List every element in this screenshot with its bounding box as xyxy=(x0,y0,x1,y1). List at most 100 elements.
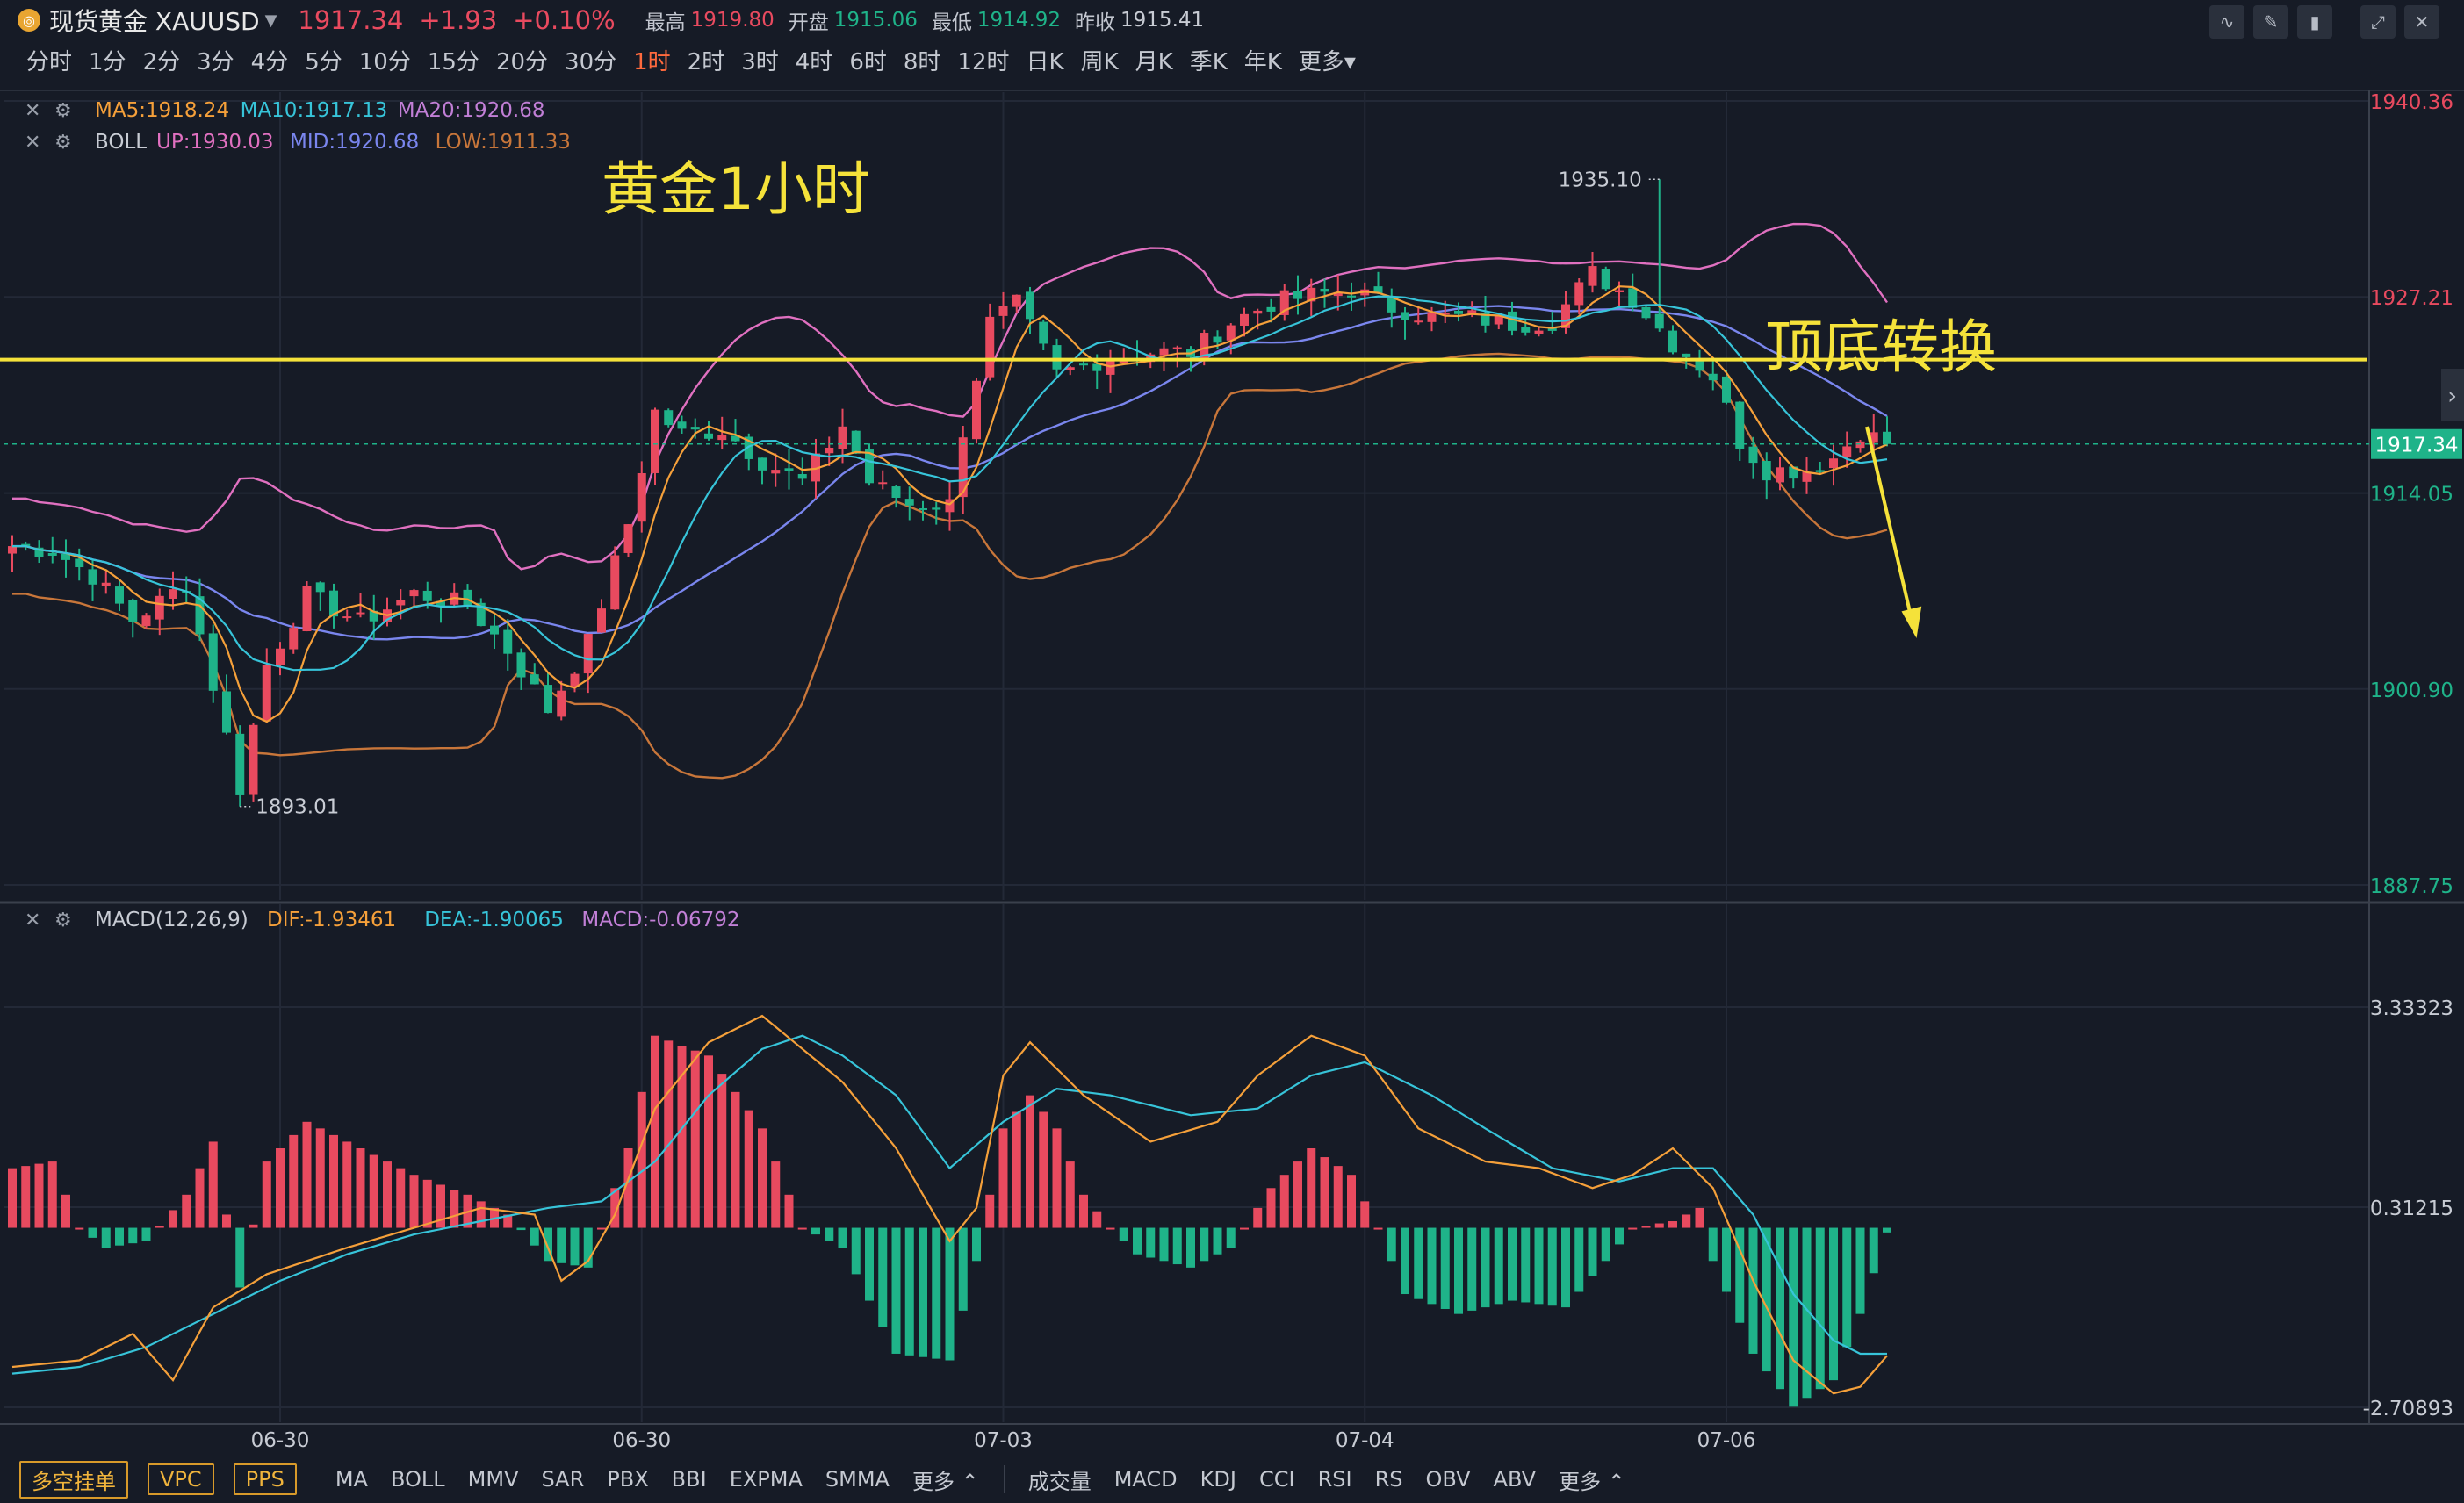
timeframe-tab[interactable]: 20分 xyxy=(495,49,549,76)
close-icon[interactable]: ✕ xyxy=(2404,5,2439,39)
footer-button[interactable]: 多空挂单 xyxy=(19,1460,128,1499)
macd-bar xyxy=(784,1194,794,1228)
timeframe-tab[interactable]: 12时 xyxy=(957,49,1010,76)
macd-bar xyxy=(75,1227,84,1230)
timeframe-tab[interactable]: 6时 xyxy=(849,49,887,76)
timeframe-tab[interactable]: 30分 xyxy=(565,49,617,76)
candle-body xyxy=(1079,363,1088,366)
sub-indicator-tab[interactable]: 更多 ⌃ xyxy=(1559,1469,1625,1494)
timeframe-tab[interactable]: 年K xyxy=(1243,49,1282,76)
timeframe-tab[interactable]: 10分 xyxy=(358,49,411,76)
sub-indicator-tab[interactable]: RSI xyxy=(1317,1467,1352,1492)
stat-value: 1915.06 xyxy=(833,9,918,32)
macd-tick-label: 3.33323 xyxy=(2370,997,2453,1020)
expand-icon[interactable]: ⤢ xyxy=(2360,5,2396,39)
timeframe-tab[interactable]: 更多▾ xyxy=(1298,49,1356,76)
symbol-name[interactable]: 现货黄金 XAUUSD xyxy=(49,7,260,36)
candle-body xyxy=(904,499,914,506)
timeframe-tab[interactable]: 季K xyxy=(1189,49,1228,76)
main-indicator-tab[interactable]: BBI xyxy=(671,1467,707,1492)
timeframe-tab[interactable]: 15分 xyxy=(427,49,479,76)
main-indicator-tab[interactable]: SAR xyxy=(541,1467,585,1492)
line-chart-icon[interactable]: ∿ xyxy=(2209,5,2244,39)
sub-indicator-tab[interactable]: 成交量 xyxy=(1027,1469,1092,1494)
timeframe-tab[interactable]: 3分 xyxy=(197,49,234,76)
sub-indicator-tab[interactable]: KDJ xyxy=(1200,1467,1236,1492)
timeframe-tab[interactable]: 2时 xyxy=(687,49,725,76)
candle-body xyxy=(1628,288,1638,308)
main-indicator-tab[interactable]: 更多 ⌃ xyxy=(911,1469,979,1494)
candle-body xyxy=(1494,314,1503,325)
macd-bar xyxy=(758,1128,767,1228)
macd-bar xyxy=(1092,1211,1102,1228)
macd-bar xyxy=(409,1175,419,1228)
candle-body xyxy=(797,474,807,479)
candle-body xyxy=(396,600,406,606)
quote-stats: 最高 1919.80 开盘 1915.06 最低 1914.92 昨收 1915.41 xyxy=(631,5,1205,35)
macd-bar xyxy=(1266,1188,1276,1228)
candle-body xyxy=(972,380,981,440)
candle-body xyxy=(1574,282,1584,306)
timeframe-tab[interactable]: 1时 xyxy=(633,49,671,76)
candle-body xyxy=(1695,358,1704,371)
sub-indicator-tab[interactable]: CCI xyxy=(1258,1467,1295,1492)
timeframe-tabs: 分时 1分 2分 3分 4分 5分 10分 15分 20分 30分 1时 2时 3时 4时 6时 8时 12时日… xyxy=(26,44,1372,76)
macd-bar xyxy=(771,1161,781,1228)
timeframe-tab[interactable]: 日K xyxy=(1026,49,1064,76)
candle-body xyxy=(1240,313,1249,327)
timeframe-tab[interactable]: 月K xyxy=(1135,49,1173,76)
macd-lines xyxy=(11,1014,1888,1395)
main-indicator-tab[interactable]: MA xyxy=(335,1467,368,1492)
macd-bar xyxy=(1427,1227,1437,1305)
candle-body xyxy=(1534,330,1544,334)
sub-indicator-tab[interactable]: OBV xyxy=(1425,1467,1471,1492)
macd-bar xyxy=(1668,1221,1677,1228)
candle-body xyxy=(490,625,499,635)
macd-bar xyxy=(1253,1207,1263,1228)
timeframe-tab[interactable]: 8时 xyxy=(903,49,941,76)
macd-bar xyxy=(731,1091,740,1228)
timeframe-tab[interactable]: 分时 xyxy=(26,49,73,76)
macd-bar xyxy=(1387,1227,1396,1262)
sub-indicator-tab[interactable]: RS xyxy=(1374,1467,1403,1492)
footer-button[interactable]: VPC xyxy=(148,1463,214,1495)
timeframe-tab[interactable]: 4分 xyxy=(250,49,289,76)
macd-bar xyxy=(1802,1227,1812,1399)
macd-bar xyxy=(1748,1227,1758,1354)
sub-indicator-tab[interactable]: MACD xyxy=(1113,1467,1178,1492)
main-indicator-tab[interactable]: MMV xyxy=(467,1467,519,1492)
main-indicator-tab[interactable]: SMMA xyxy=(825,1467,890,1492)
main-indicator-tab[interactable]: EXPMA xyxy=(729,1467,803,1492)
candle-body xyxy=(690,427,700,430)
macd-bar xyxy=(557,1227,566,1263)
pen-icon[interactable]: ✎ xyxy=(2253,5,2288,39)
macd-bar xyxy=(544,1227,552,1262)
candle-body xyxy=(1829,458,1838,469)
macd-bar xyxy=(1722,1227,1731,1292)
sub-indicator-tab[interactable]: ABV xyxy=(1493,1467,1537,1492)
candle-body xyxy=(1092,363,1102,371)
candle-body xyxy=(919,507,927,510)
timeframe-tab[interactable]: 周K xyxy=(1080,49,1119,76)
gear-icon: ⚙ xyxy=(54,100,72,122)
price-chart[interactable]: › 1940.36 1927.21 1914.05 1900.90 1887.75 3.3… xyxy=(0,0,2464,1456)
candle-body xyxy=(1387,297,1396,313)
main-indicator-tab[interactable]: BOLL xyxy=(390,1467,445,1492)
candle-body xyxy=(1159,348,1169,356)
main-indicator-tab[interactable]: PBX xyxy=(607,1467,649,1492)
candle-body xyxy=(1226,325,1236,341)
footer-button[interactable]: PPS xyxy=(233,1463,297,1495)
candle-body xyxy=(409,590,419,597)
timeframe-tab[interactable]: 5分 xyxy=(305,49,342,76)
timeframe-tab[interactable]: 4时 xyxy=(795,49,833,76)
macd-bar xyxy=(704,1055,713,1228)
timeframe-tab[interactable]: 1分 xyxy=(89,49,126,76)
macd-bar xyxy=(1065,1161,1075,1228)
chevron-down-icon[interactable]: ▼ xyxy=(264,11,277,30)
timeframe-tab[interactable]: 2分 xyxy=(142,49,181,76)
macd-bar xyxy=(530,1227,539,1246)
macd-bar xyxy=(1615,1227,1624,1245)
timeframe-tab[interactable]: 3时 xyxy=(741,49,779,76)
candlestick-icon[interactable]: ▮ xyxy=(2297,5,2332,39)
candle-body xyxy=(1293,291,1302,299)
